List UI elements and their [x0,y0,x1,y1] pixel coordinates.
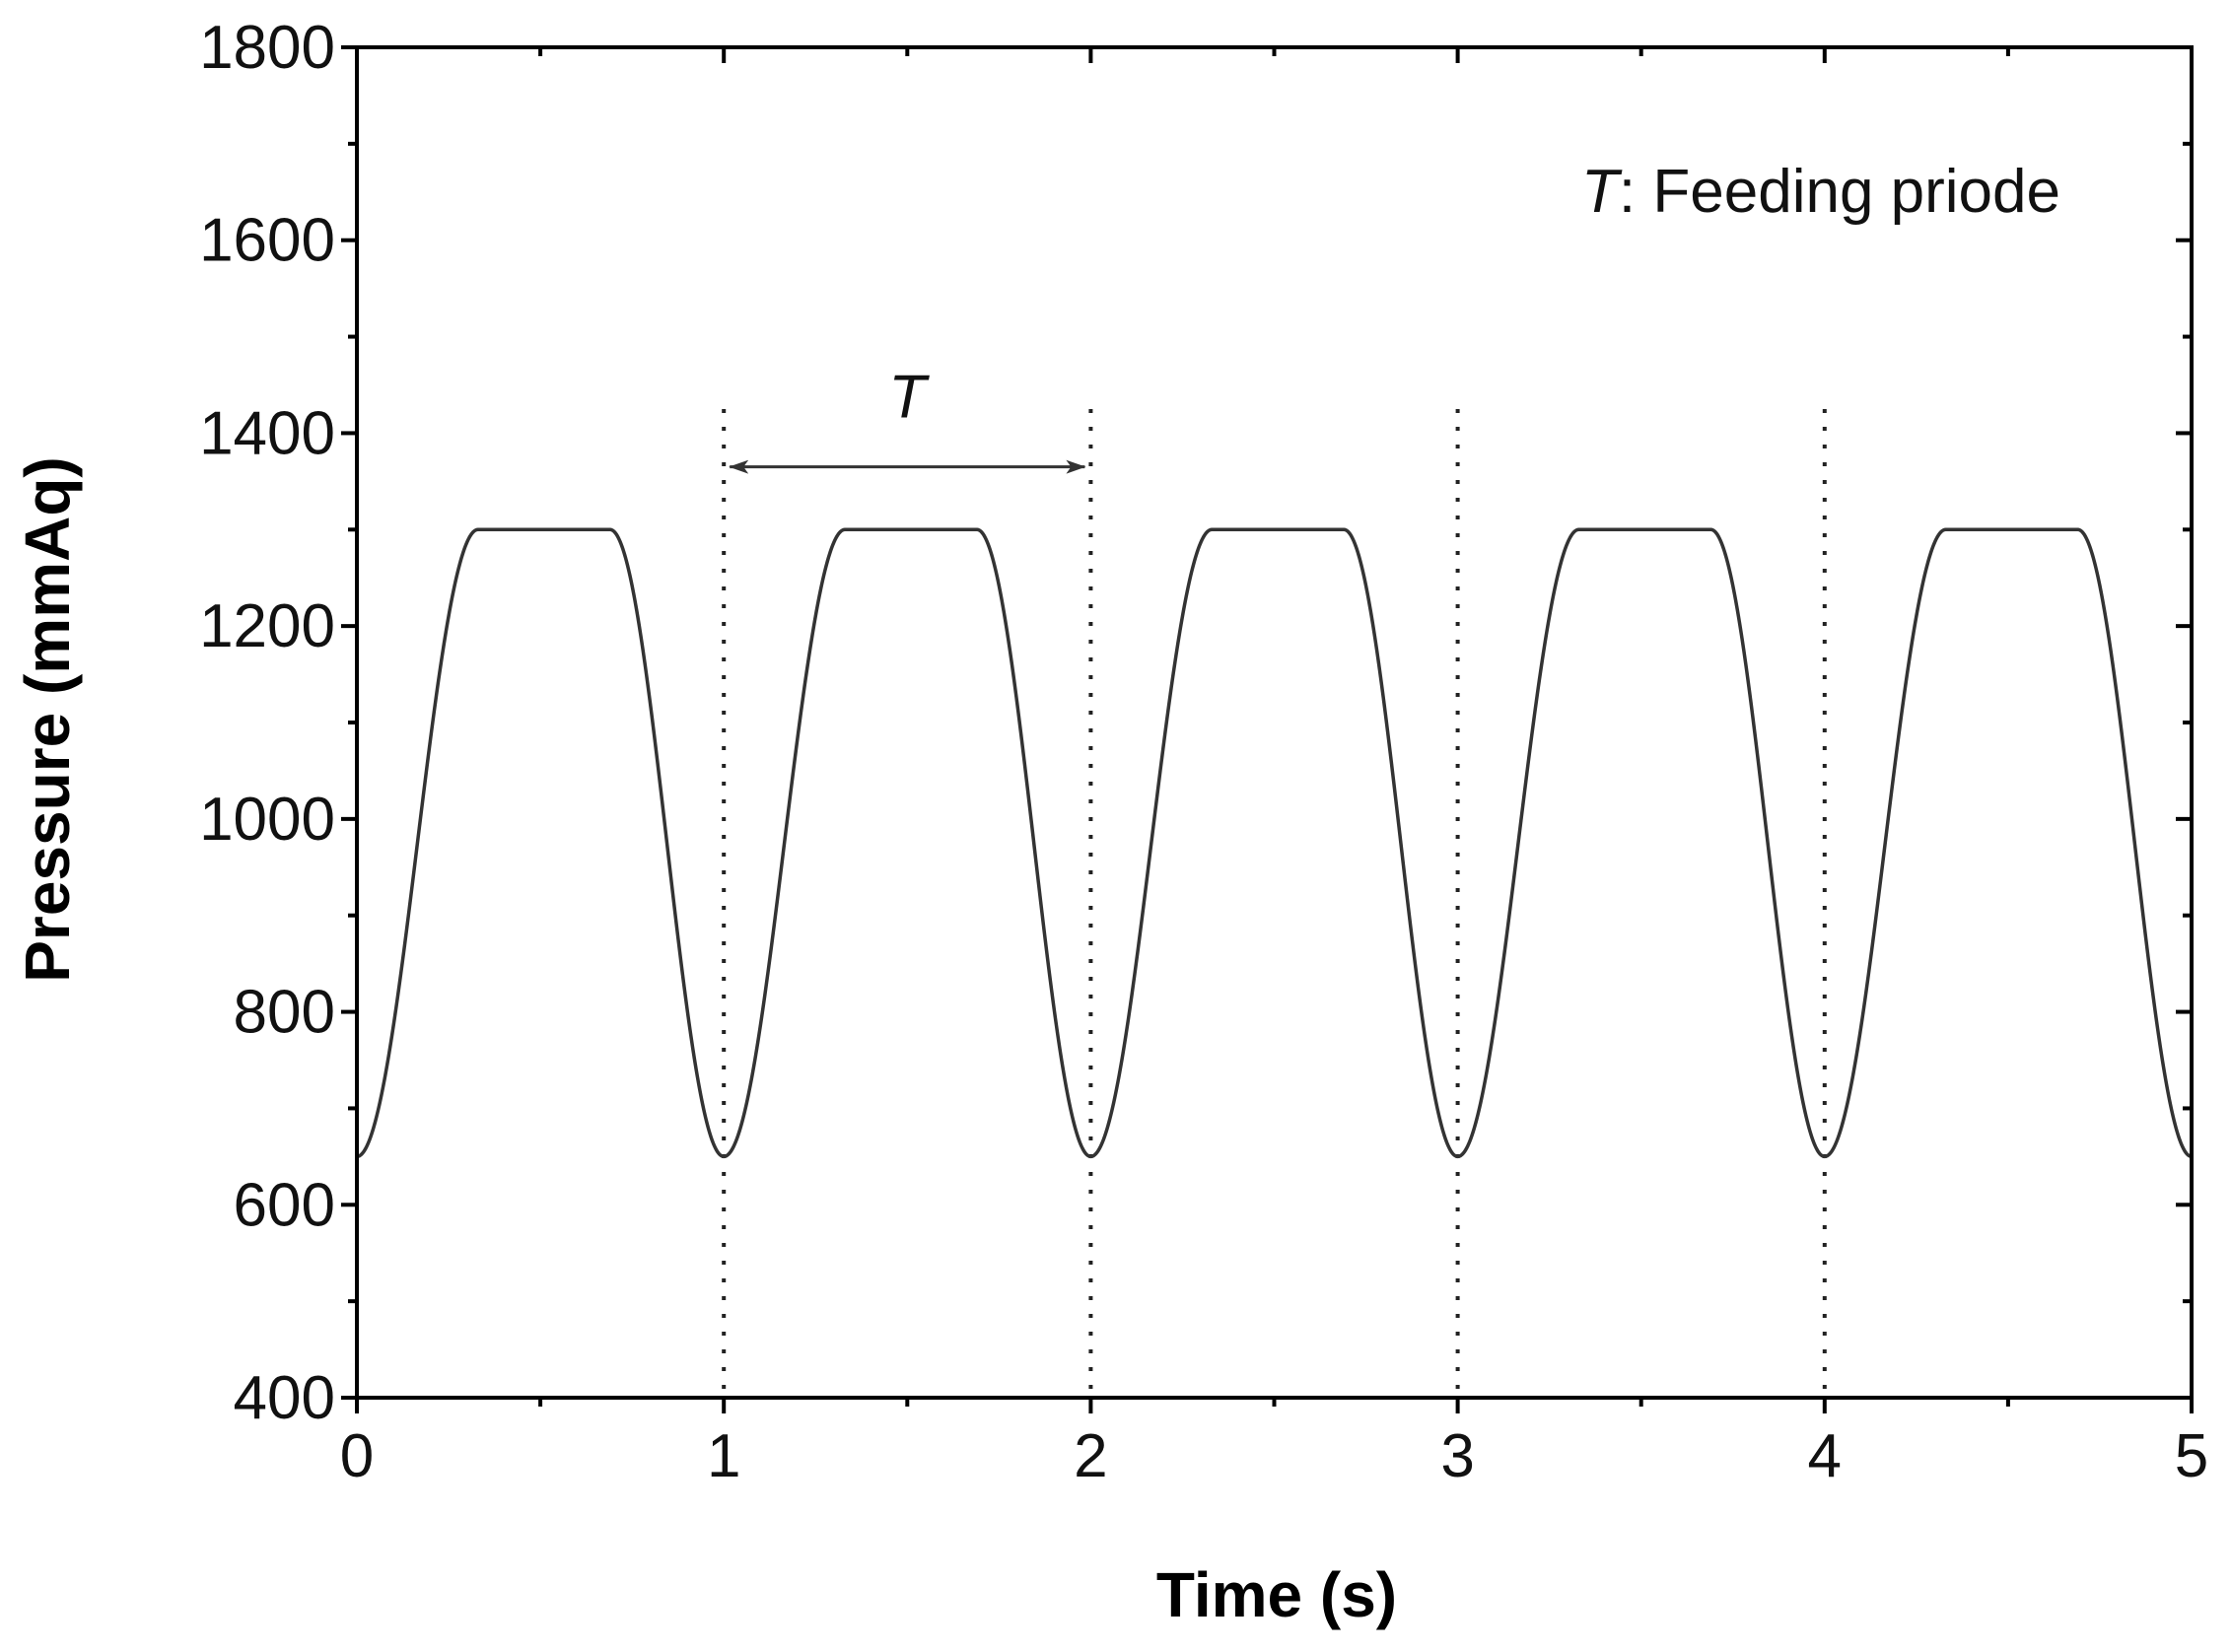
x-tick-label: 4 [1808,1422,1842,1490]
x-axis-title: Time (s) [1156,1559,1397,1630]
y-tick-label: 1000 [199,786,335,854]
pressure-series-line [356,527,2193,1159]
annotation-symbol: T [1581,158,1623,226]
y-tick-label: 1800 [199,14,335,82]
x-tick-label: 1 [707,1422,740,1490]
x-tick-labels: 0 1 2 3 4 5 [340,1422,2208,1490]
y-axis-title: Pressure (mmAq) [12,456,83,983]
period-divider-lines [722,408,1827,1398]
y-tick-label: 1200 [199,592,335,660]
x-tick-label: 5 [2175,1422,2208,1490]
legend-annotation: T: Feeding priode [1581,158,2060,226]
axis-ticks [341,45,2194,1413]
annotation-text: : Feeding priode [1619,158,2060,226]
x-tick-label: 2 [1074,1422,1107,1490]
y-tick-labels: 400 600 800 1000 1200 1400 1600 1800 [199,14,335,1432]
y-tick-label: 1400 [199,399,335,467]
y-tick-label: 400 [234,1364,335,1432]
plot-frame [355,45,2194,1400]
x-tick-label: 3 [1440,1422,1474,1490]
y-tick-label: 600 [234,1171,335,1239]
y-tick-label: 1600 [199,207,335,275]
period-label: T [888,364,930,432]
y-tick-label: 800 [234,979,335,1047]
x-tick-label: 0 [340,1422,374,1490]
